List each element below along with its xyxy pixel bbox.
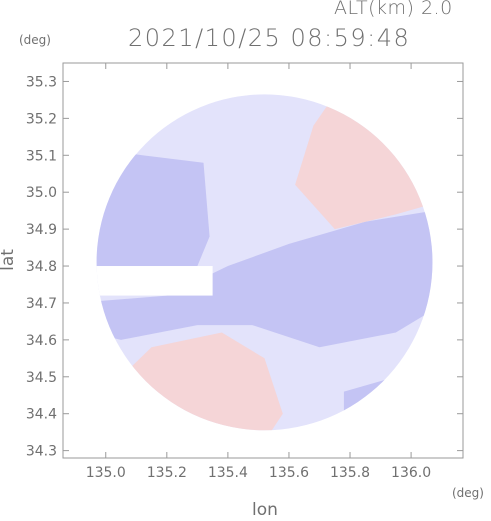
y-axis-ticks: 34.3 34.4 34.5 34.6 34.7 34.8 34.9 35.0 35.1 35.2… xyxy=(26,74,463,460)
y-tick-label: 35.0 xyxy=(26,185,57,201)
radar-echo-layer xyxy=(81,74,433,431)
echo-region-approaching-band xyxy=(96,207,433,348)
strong-echo-point xyxy=(361,410,369,418)
y-tick-label: 34.6 xyxy=(26,333,57,349)
y-tick-label: 34.3 xyxy=(26,444,57,460)
timestamp-title: 2021/10/25 08:59:48 xyxy=(128,24,411,52)
y-tick-label: 35.3 xyxy=(26,74,57,90)
y-tick-label: 34.9 xyxy=(26,222,57,238)
radar-coverage xyxy=(81,74,433,431)
no-data-wedge xyxy=(96,266,213,296)
x-axis-label: lon xyxy=(252,500,278,520)
altitude-label: ALT(km) 2.0 xyxy=(334,0,453,19)
strong-echo-point xyxy=(81,207,88,214)
plot-frame xyxy=(62,62,464,459)
y-tick-label: 34.8 xyxy=(26,259,57,275)
strong-echo-point xyxy=(355,402,363,410)
x-tick-label: 136.0 xyxy=(391,465,431,481)
y-tick-label: 34.4 xyxy=(26,407,57,423)
x-axis-unit: (deg) xyxy=(452,486,484,500)
y-axis-unit: (deg) xyxy=(19,33,51,47)
x-tick-label: 135.6 xyxy=(269,465,309,481)
y-tick-label: 35.1 xyxy=(26,148,57,164)
strong-echo-point xyxy=(347,74,354,81)
y-tick-label: 35.2 xyxy=(26,111,57,127)
x-tick-label: 135.2 xyxy=(147,465,187,481)
x-tick-label: 135.4 xyxy=(208,465,248,481)
x-tick-label: 135.0 xyxy=(86,465,126,481)
x-axis-ticks: 135.0 135.2 135.4 135.6 135.8 136.0 xyxy=(86,63,431,481)
strong-echo-point xyxy=(87,200,94,207)
y-tick-label: 34.7 xyxy=(26,296,57,312)
echo-region-approaching-west xyxy=(96,147,210,266)
y-tick-label: 34.5 xyxy=(26,370,57,386)
x-tick-label: 135.8 xyxy=(330,465,370,481)
